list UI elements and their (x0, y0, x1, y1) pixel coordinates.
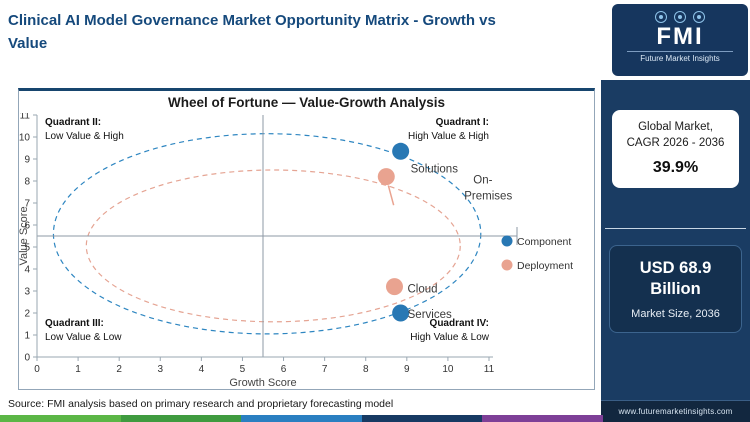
label-leader-line (387, 185, 395, 206)
fmi-logo: FMI Future Market Insights (612, 4, 748, 76)
magnifier-icon (655, 11, 667, 23)
legend-label: Deployment (517, 260, 573, 272)
y-tick-label: 11 (20, 113, 31, 122)
data-point-solutions (392, 142, 410, 160)
point-label: Services (408, 309, 452, 321)
wheel-ellipse (85, 169, 461, 323)
chart-panel: Wheel of Fortune — Value-Growth Analysis… (18, 88, 595, 390)
y-tick-label: 6 (24, 221, 30, 232)
x-tick-label: 7 (322, 364, 328, 375)
y-tick-label: 5 (24, 243, 30, 254)
page-title-line1: Clinical AI Model Governance Market Oppo… (8, 12, 496, 29)
legend-marker (501, 259, 513, 271)
cagr-card: Global Market, CAGR 2026 - 2036 39.9% (612, 110, 739, 189)
y-tick-label: 1 (24, 331, 30, 342)
x-tick-label: 2 (116, 364, 122, 375)
cagr-card-line1: Global Market, (638, 121, 713, 133)
point-label: On- (473, 175, 492, 187)
data-point-on-premises (377, 168, 395, 186)
quadrant-desc: Low Value & High (45, 131, 124, 142)
quadrant-name: Quadrant IV: (430, 318, 489, 329)
source-note: Source: FMI analysis based on primary re… (8, 398, 394, 410)
data-point-cloud (385, 278, 403, 296)
y-tick-label: 4 (24, 265, 30, 276)
sidebar: Global Market, CAGR 2026 - 2036 39.9% US… (601, 80, 750, 422)
point-label: Solutions (411, 163, 459, 175)
x-tick-label: 8 (363, 364, 369, 375)
website-bar: www.futuremarketinsights.com (601, 400, 750, 422)
scatter-plot: 0 1 2 3 4 5 6 7 8 9 10 11 0 1 2 3 4 5 6 7 8 9 10 11 Growth Score… (19, 113, 573, 389)
chart-title: Wheel of Fortune — Value-Growth Analysis (167, 95, 446, 110)
y-tick-label: 2 (24, 309, 30, 320)
logo-divider (627, 51, 733, 53)
page-title-line2: Value (8, 35, 48, 53)
x-tick-label: 4 (199, 364, 205, 375)
x-tick-label: 0 (34, 364, 40, 375)
y-tick-label: 9 (24, 155, 30, 166)
market-size-card: USD 68.9 Billion Market Size, 2036 (609, 245, 742, 333)
page-title: Clinical AI Model Governance Market Oppo… (8, 9, 606, 56)
market-size-value-line1: USD 68.9 (639, 259, 712, 278)
footer-stripe-segment (0, 415, 121, 422)
market-size-value-line2: Billion (650, 280, 701, 299)
x-tick-label: 1 (75, 364, 81, 375)
website-link[interactable]: www.futuremarketinsights.com (618, 407, 733, 416)
quadrant-name: Quadrant III: (45, 318, 104, 329)
logo-abbr: FMI (656, 23, 704, 50)
market-size-caption: Market Size, 2036 (631, 307, 720, 320)
y-tick-label: 0 (24, 353, 30, 364)
point-label: Cloud (407, 284, 437, 296)
cagr-value: 39.9% (652, 159, 699, 177)
quadrant-name: Quadrant II: (45, 117, 101, 128)
footer-stripe-segment (482, 415, 603, 422)
y-tick-label: 7 (24, 199, 30, 210)
x-tick-label: 3 (157, 364, 163, 375)
x-tick-label: 5 (240, 364, 246, 375)
legend-label: Component (517, 236, 571, 248)
data-point-services (392, 304, 410, 322)
chart-icon (693, 11, 705, 23)
footer-stripe-segment (241, 415, 362, 422)
x-tick-label: 10 (442, 364, 454, 375)
legend-marker (501, 235, 513, 247)
point-label: Premises (464, 191, 512, 203)
sidebar-divider (605, 228, 746, 230)
logo-icon-row (655, 11, 705, 23)
x-tick-label: 9 (404, 364, 410, 375)
footer-stripe (0, 415, 603, 422)
y-tick-label: 10 (19, 133, 30, 144)
quadrant-desc: High Value & Low (410, 332, 490, 343)
y-tick-label: 8 (24, 177, 30, 188)
y-axis-title: Value Score (19, 206, 30, 265)
y-tick-label: 3 (24, 287, 30, 298)
wheel-ellipse (52, 133, 482, 335)
x-tick-label: 11 (484, 364, 495, 375)
logo-name: Future Market Insights (640, 54, 720, 64)
cagr-card-line2: CAGR 2026 - 2036 (626, 136, 725, 149)
footer-stripe-segment (120, 415, 242, 422)
x-tick-label: 6 (281, 364, 287, 375)
quadrant-desc: Low Value & Low (45, 332, 122, 343)
quadrant-name: Quadrant I: (436, 117, 489, 128)
quadrant-desc: High Value & High (408, 131, 489, 142)
footer-stripe-segment (361, 415, 483, 422)
people-icon (674, 11, 686, 23)
x-axis-title: Growth Score (229, 377, 296, 389)
